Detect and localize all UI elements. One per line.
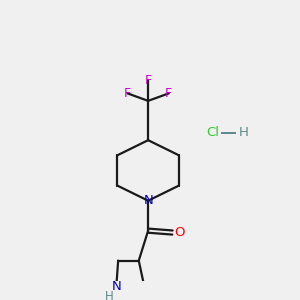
- Text: H: H: [104, 290, 113, 300]
- Text: H: H: [239, 127, 249, 140]
- Text: N: N: [111, 280, 121, 293]
- Text: N: N: [143, 194, 153, 207]
- Text: F: F: [145, 74, 152, 87]
- Text: F: F: [124, 87, 131, 100]
- Text: O: O: [174, 226, 184, 239]
- Text: F: F: [165, 87, 172, 100]
- Text: Cl: Cl: [206, 127, 219, 140]
